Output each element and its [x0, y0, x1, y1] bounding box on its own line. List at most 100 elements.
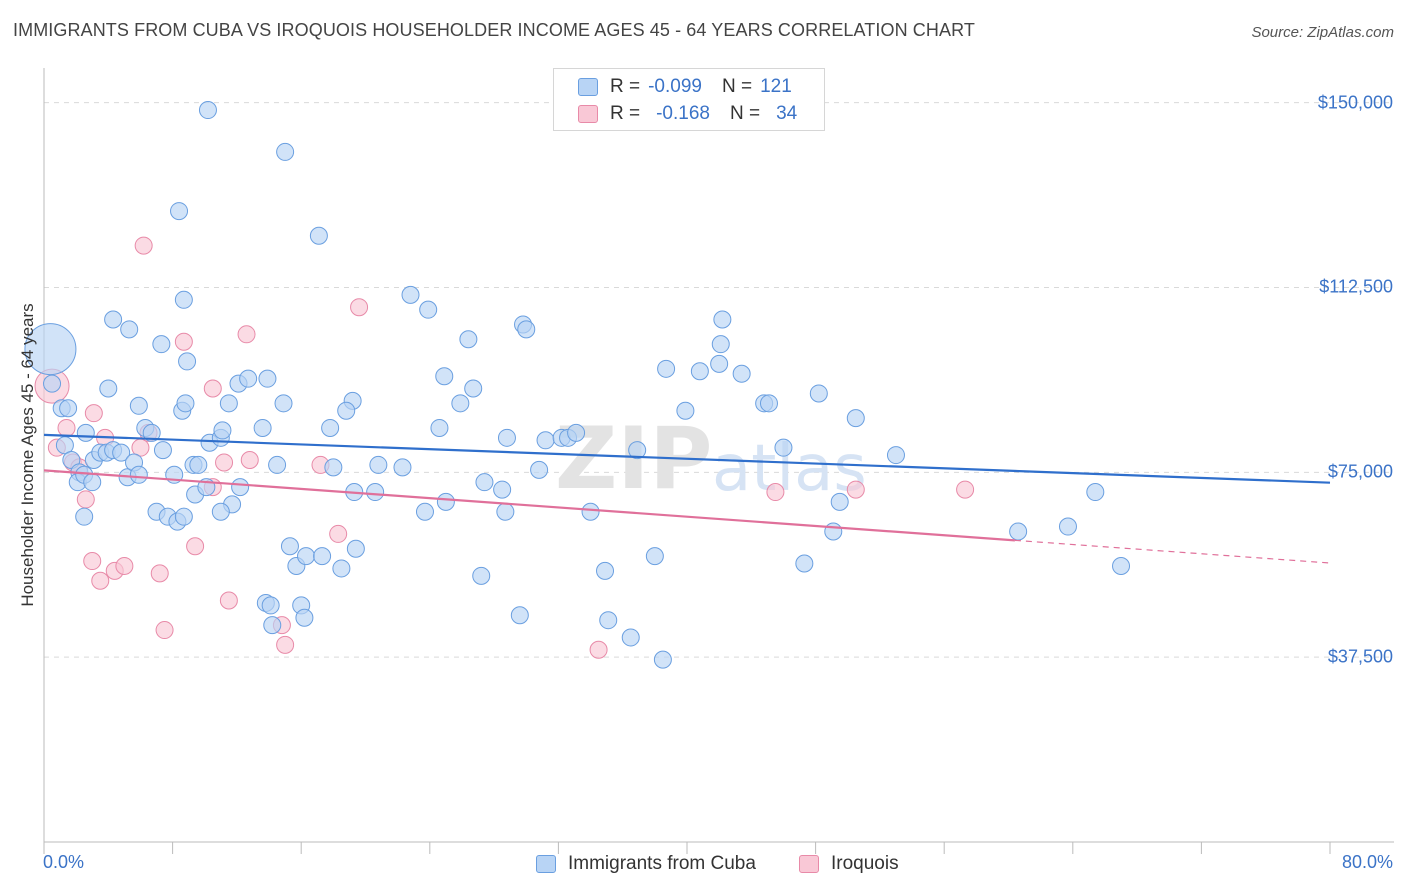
cuba-point [120, 320, 139, 339]
chart-title: IMMIGRANTS FROM CUBA VS IROQUOIS HOUSEHO… [13, 20, 975, 40]
cuba-point [24, 323, 77, 376]
cuba-point [274, 394, 293, 413]
cuba-point [628, 441, 647, 460]
r-label: R = [610, 76, 641, 97]
cuba-point [324, 458, 343, 477]
cuba-point [321, 418, 340, 437]
stats-box: R = -0.099 N = 121 R = -0.168 N = 34 [553, 68, 825, 131]
iroquois-point [186, 537, 205, 556]
cuba-point [104, 310, 123, 329]
cuba-point [258, 369, 277, 388]
iroquois-point [203, 379, 222, 398]
cuba-point [690, 362, 709, 381]
cuba-point [393, 458, 412, 477]
cuba-point [261, 596, 280, 615]
cuba-point [152, 335, 171, 354]
cuba-point [43, 374, 62, 393]
cuba-point [493, 480, 512, 499]
iroquois-point [350, 298, 369, 317]
cuba-point [83, 473, 102, 492]
n-label: N = [721, 76, 753, 97]
cuba-point [1086, 483, 1105, 502]
cuba-point [599, 611, 618, 630]
cuba-point [76, 423, 95, 442]
cuba-point [657, 359, 676, 378]
cuba-point [346, 539, 365, 558]
cuba-point [621, 628, 640, 647]
cuba-point [309, 226, 328, 245]
y-tick-label: $112,500 [1319, 276, 1393, 297]
x-tick-label-max: 80.0% [1341, 852, 1393, 872]
cuba-point [496, 502, 515, 521]
y-tick-label: $150,000 [1317, 92, 1393, 113]
iroquois-point [589, 640, 608, 659]
cuba-point [510, 606, 529, 625]
cuba-point [280, 537, 299, 556]
cuba-point [170, 202, 189, 221]
cuba-point [99, 379, 118, 398]
iroquois-point [174, 332, 193, 351]
cuba-point [263, 616, 282, 635]
iroquois-point [766, 483, 785, 502]
cuba-point [645, 547, 664, 566]
cuba-point [268, 455, 287, 474]
n-label: N = [729, 103, 761, 124]
cuba-point [419, 300, 438, 319]
cuba-swatch [578, 78, 598, 96]
cuba-point [795, 554, 814, 573]
cuba-point [366, 483, 385, 502]
iroquois-point [115, 556, 134, 575]
iroquois-point [57, 418, 76, 437]
y-tick-label: $37,500 [1327, 646, 1393, 667]
iroquois-point [150, 564, 169, 583]
cuba-point [337, 401, 356, 420]
cuba-point [846, 409, 865, 428]
iroquois-point [219, 591, 238, 610]
cuba-point [653, 650, 672, 669]
cuba-point [239, 369, 258, 388]
cuba-point [142, 423, 161, 442]
cuba-point [567, 423, 586, 442]
cuba-point [464, 379, 483, 398]
iroquois-trend-line [43, 469, 1016, 542]
cuba-point [451, 394, 470, 413]
cuba-point [178, 352, 197, 371]
y-axis-label: Householder Income Ages 45 - 64 years [18, 303, 37, 607]
cuba-point [710, 354, 729, 373]
cuba-point [213, 421, 232, 440]
cuba-point [129, 396, 148, 415]
cuba-point [536, 431, 555, 450]
stats-row-iroquois: R = -0.168 N = 34 [578, 102, 797, 126]
legend-item-cuba[interactable]: Immigrants from Cuba [536, 853, 756, 875]
cuba-point [313, 547, 332, 566]
cuba-point [1058, 517, 1077, 536]
cuba-point [59, 399, 78, 418]
cuba-point [1112, 556, 1131, 575]
cuba-point [415, 502, 434, 521]
cuba-trend-line [43, 433, 1331, 484]
iroquois-point [83, 552, 102, 571]
cuba-point [174, 507, 193, 526]
iroquois-point [956, 480, 975, 499]
iroquois-point [846, 480, 865, 499]
cuba-point [430, 418, 449, 437]
legend-item-iroquois[interactable]: Iroquois [799, 853, 899, 875]
r-label: R = [610, 103, 641, 124]
cuba-point [459, 330, 478, 349]
iroquois-point [76, 490, 95, 509]
cuba-point [759, 394, 778, 413]
iroquois-point [84, 404, 103, 423]
iroquois-point [276, 635, 295, 654]
cuba-point [174, 290, 193, 309]
cuba-point [211, 502, 230, 521]
iroquois-swatch [578, 105, 598, 123]
cuba-point [676, 401, 695, 420]
n-value: 121 [760, 76, 792, 97]
cuba-point [886, 446, 905, 465]
cuba-point [112, 443, 131, 462]
cuba-point [517, 320, 536, 339]
iroquois-point [134, 236, 153, 255]
cuba-point [369, 455, 388, 474]
source-label: Source: ZipAtlas.com [1251, 24, 1394, 41]
legend-label-cuba: Immigrants from Cuba [568, 853, 756, 874]
